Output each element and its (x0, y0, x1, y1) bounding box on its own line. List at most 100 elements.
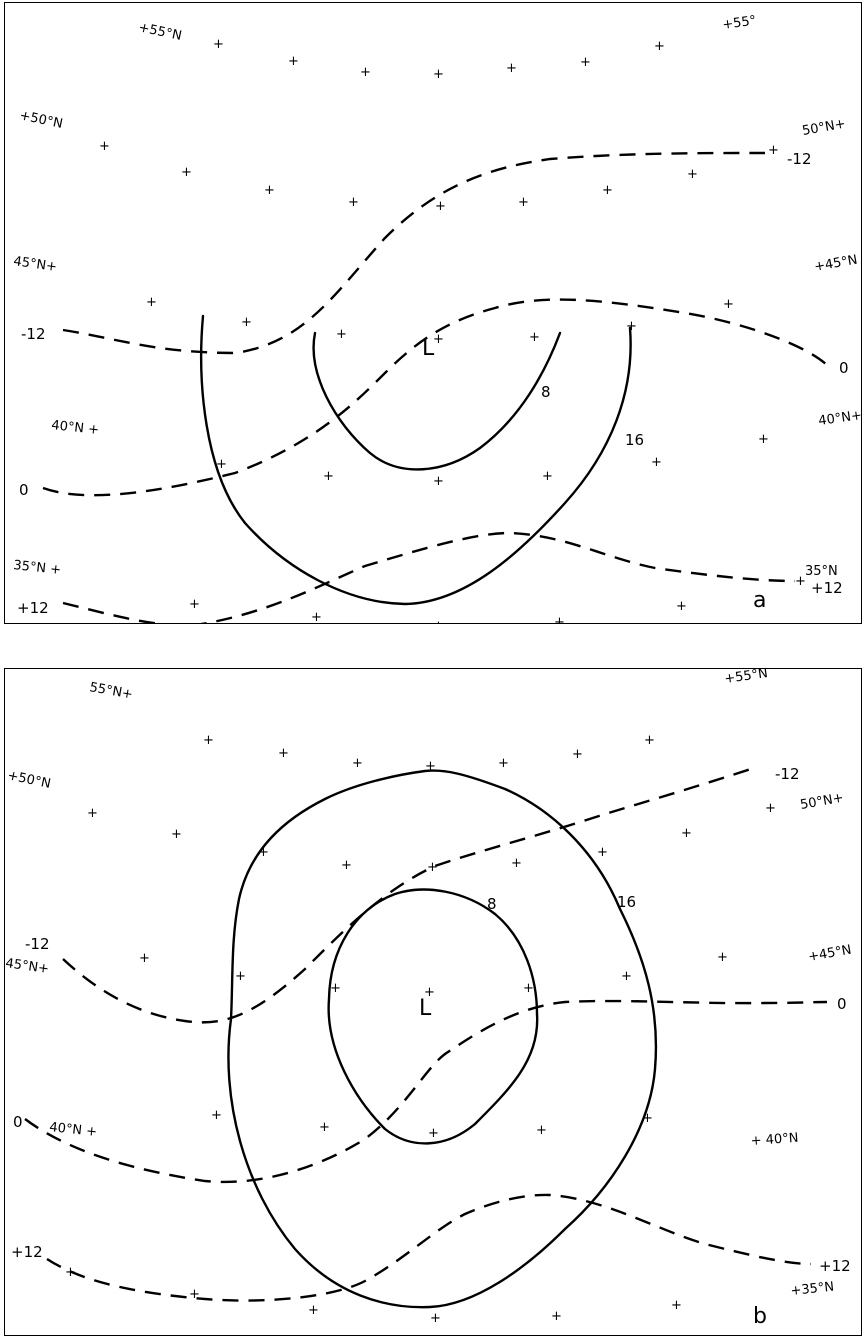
grid-point: + (341, 858, 352, 873)
grid-point: + (433, 474, 444, 489)
grid-point: + (671, 1298, 682, 1313)
grid-point: + (506, 61, 517, 76)
lat-label-40n-right-a: 40°N+ (817, 408, 861, 429)
grid-point: + (498, 756, 509, 771)
grid-point: + (146, 295, 157, 310)
grid-point: + (213, 37, 224, 52)
panel-letter-b: b (753, 1304, 767, 1329)
grid-point: + (536, 1123, 547, 1138)
grid-point: + (572, 747, 583, 762)
grid-point: + (360, 65, 371, 80)
grid-point: + (323, 469, 334, 484)
lat-label-40n-right-b: + 40°N (750, 1131, 799, 1149)
dashed-label-minus12-right-b: -12 (775, 765, 800, 783)
lat-label-50n-right-a: 50°N+ (801, 117, 847, 139)
dashed-label-plus12-right-b: +12 (819, 1257, 851, 1275)
grid-point: + (723, 297, 734, 312)
dashed-label-zero-right-a: 0 (839, 359, 849, 377)
grid-point: + (795, 574, 806, 589)
grid-point: + (435, 199, 446, 214)
grid-point: + (644, 733, 655, 748)
grid-point: + (626, 319, 637, 334)
grid-point: + (139, 951, 150, 966)
dashed-minus12-b (62, 765, 758, 1024)
lat-label-35n-left-a: 35°N + (13, 558, 62, 578)
contour-16-b (227, 769, 658, 1309)
grid-point: + (681, 826, 692, 841)
grid-point: + (211, 1108, 222, 1123)
lat-label-55n-left-a: +55°N (137, 20, 183, 44)
dashed-plus12-b (46, 1193, 812, 1302)
grid-point: + (433, 619, 444, 623)
lat-label-45n-right-a: +45°N (813, 253, 859, 275)
grid-point: + (758, 432, 769, 447)
contour-8-a (312, 331, 562, 471)
lat-label-35n-right-a: 35°N (805, 564, 838, 579)
grid-point: + (258, 845, 269, 860)
grid-point: + (717, 950, 728, 965)
grid-point: + (425, 759, 436, 774)
dashed-label-minus12-left-a: -12 (21, 325, 46, 343)
grid-point: + (216, 457, 227, 472)
grid-point: + (518, 195, 529, 210)
contour-16-a (200, 314, 632, 606)
contour-label-16-b: 16 (617, 893, 636, 911)
lat-label-45n-left-a: 45°N+ (12, 254, 57, 275)
dashed-label-minus12-left-b: -12 (25, 935, 50, 953)
dashed-plus12-a (62, 531, 796, 623)
dashed-label-minus12-right-a: -12 (787, 150, 812, 168)
grid-point: + (430, 1311, 441, 1326)
grid-point: + (687, 167, 698, 182)
grid-point: + (288, 54, 299, 69)
grid-point: + (171, 827, 182, 842)
grid-point: + (642, 1111, 653, 1126)
grid-point: + (676, 599, 687, 614)
grid-point: + (427, 860, 438, 875)
grid-points-a: + + + + + + + + + + + + + + + + + + + + + + + + + + + + + + + + + + + (99, 37, 806, 623)
grid-point: + (597, 845, 608, 860)
grid-point: + (765, 801, 776, 816)
grid-point: + (278, 746, 289, 761)
lat-label-35n-right-b: +35°N (790, 1279, 835, 1298)
grid-point: + (654, 39, 665, 54)
panel-a-map: L 8 16 -12 -12 0 0 +12 +12 +55°N +55° +5… (12, 13, 861, 623)
grid-point: + (181, 165, 192, 180)
lat-label-50n-right-b: 50°N+ (799, 791, 845, 813)
grid-point: + (511, 856, 522, 871)
grid-point: + (336, 327, 347, 342)
lat-label-45n-left-b: 45°N+ (5, 956, 50, 977)
panel-a: L 8 16 -12 -12 0 0 +12 +12 +55°N +55° +5… (4, 2, 862, 624)
dashed-minus12-a (62, 151, 766, 355)
grid-point: + (433, 67, 444, 82)
grid-point: + (348, 195, 359, 210)
dashed-zero-a (42, 298, 828, 497)
grid-point: + (311, 610, 322, 623)
dashed-label-zero-left-b: 0 (13, 1113, 23, 1131)
panel-b: L 8 16 -12 -12 0 0 +12 +12 55°N+ +55°N +… (4, 668, 862, 1336)
grid-point: + (424, 985, 435, 1000)
lat-label-50n-left-b: +50°N (6, 768, 52, 792)
contour-label-16-a: 16 (625, 431, 644, 449)
grid-point: + (189, 1287, 200, 1302)
grid-point: + (428, 1126, 439, 1141)
grid-point: + (621, 969, 632, 984)
grid-point: + (529, 330, 540, 345)
lat-label-55-right-a: +55° (721, 13, 757, 33)
grid-point: + (241, 315, 252, 330)
dashed-label-plus12-left-b: +12 (11, 1243, 43, 1261)
low-center-label-a: L (422, 336, 435, 361)
grid-point: + (551, 1309, 562, 1324)
grid-point: + (651, 455, 662, 470)
grid-point: + (235, 969, 246, 984)
grid-point: + (189, 597, 200, 612)
grid-point: + (99, 139, 110, 154)
grid-point: + (308, 1303, 319, 1318)
grid-point: + (264, 183, 275, 198)
contour-label-8-b: 8 (487, 895, 497, 913)
grid-point: + (319, 1120, 330, 1135)
dashed-label-zero-left-a: 0 (19, 481, 29, 499)
grid-point: + (602, 183, 613, 198)
lat-label-50n-left-a: +50°N (18, 108, 64, 132)
lat-label-40n-left-a: 40°N + (51, 418, 100, 438)
lat-label-40n-left-b: 40°N + (49, 1120, 98, 1140)
